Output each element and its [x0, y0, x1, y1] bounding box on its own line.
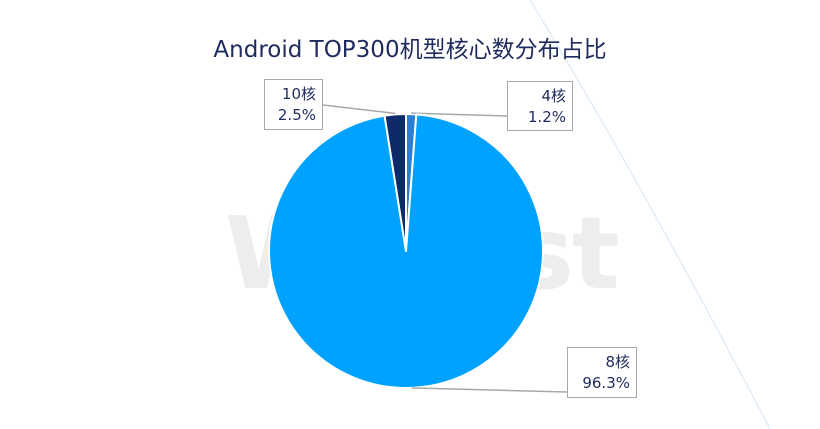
data-label-4-core: 4核 1.2% — [507, 81, 573, 131]
data-label-10-core-category: 10核 — [281, 85, 316, 103]
data-label-4-core-value: 1.2% — [527, 108, 566, 126]
data-label-8-core-category: 8核 — [605, 353, 630, 371]
data-label-10-core: 10核 2.5% — [264, 79, 323, 130]
leader-line-8-core — [411, 387, 568, 393]
data-label-8-core: 8核 96.3% — [567, 347, 637, 398]
leader-line-10-core — [322, 104, 396, 115]
chart-title: Android TOP300机型核心数分布占比 — [213, 37, 607, 63]
data-label-4-core-category: 4核 — [541, 87, 566, 105]
data-label-8-core-value: 96.3% — [582, 374, 630, 392]
pie-slice-10-core — [383, 113, 407, 252]
leader-line-4-core — [411, 112, 508, 117]
data-label-10-core-value: 2.5% — [277, 106, 316, 124]
